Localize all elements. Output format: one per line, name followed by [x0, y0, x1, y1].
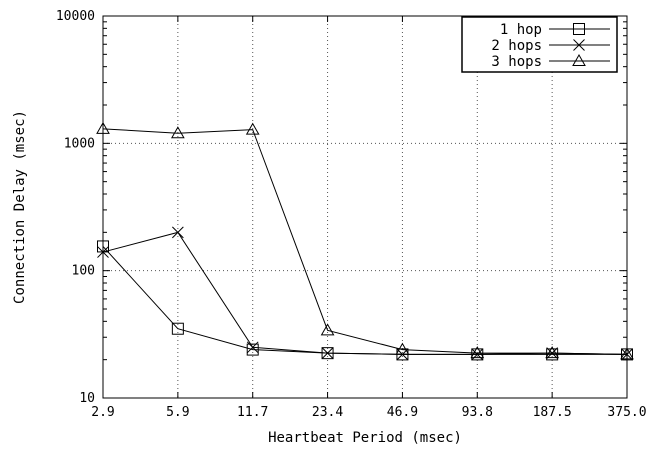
series-3-hops: [96, 121, 634, 360]
x-tick-label: 11.7: [237, 405, 268, 420]
x-tick-label: 23.4: [312, 405, 343, 420]
legend-label: 3 hops: [491, 54, 542, 70]
data-point: [170, 126, 185, 139]
plot-area-border: [102, 15, 628, 399]
data-point: [320, 323, 335, 336]
x-tick-label: 5.9: [166, 405, 189, 420]
axis-ticks: 2.9 5.9 11.7 23.4 46.9 93.8 187.5 375.0 10 100 100…: [56, 9, 647, 420]
data-point: [246, 343, 259, 356]
grid: [103, 16, 627, 398]
data-point: [620, 347, 634, 360]
x-tick-label: 93.8: [462, 405, 493, 420]
legend-marker: [573, 23, 585, 35]
x-tick-label: 375.0: [607, 405, 646, 420]
series-line: [102, 246, 627, 355]
x-axis-label: Heartbeat Period (msec): [268, 430, 462, 446]
x-tick-label: 46.9: [387, 405, 418, 420]
data-point: [321, 347, 334, 360]
x-tick-label: 187.5: [533, 405, 572, 420]
data-point-stroke: [246, 341, 259, 354]
y-axis-label: Connection Delay (msec): [12, 110, 28, 304]
data-point: [246, 341, 259, 354]
data-point-stroke: [97, 246, 109, 258]
y-tick-label: 100: [72, 264, 95, 279]
data-point: [172, 226, 184, 239]
x-tick-label: 2.9: [91, 405, 114, 420]
legend-marker: [573, 39, 585, 51]
y-tick-label: 10: [79, 391, 95, 406]
data-point: [546, 348, 559, 361]
legend-label: 2 hops: [491, 38, 542, 54]
series-line: [102, 231, 628, 355]
series-group: [96, 121, 634, 361]
series-line: [102, 128, 628, 355]
data-point: [97, 246, 109, 258]
data-point-stroke: [321, 347, 334, 360]
legend-marker: [572, 53, 586, 66]
data-point: [470, 346, 485, 359]
y-tick-label: 1000: [64, 136, 95, 151]
data-point: [96, 121, 110, 134]
data-point: [245, 122, 260, 135]
legend-marker-stroke: [573, 39, 585, 51]
data-point-stroke: [172, 226, 184, 239]
legend-label: 1 hop: [500, 22, 542, 38]
data-point: [171, 322, 184, 335]
data-point: [395, 342, 410, 355]
y-tick-label: 10000: [56, 9, 95, 24]
data-point: [545, 346, 560, 359]
